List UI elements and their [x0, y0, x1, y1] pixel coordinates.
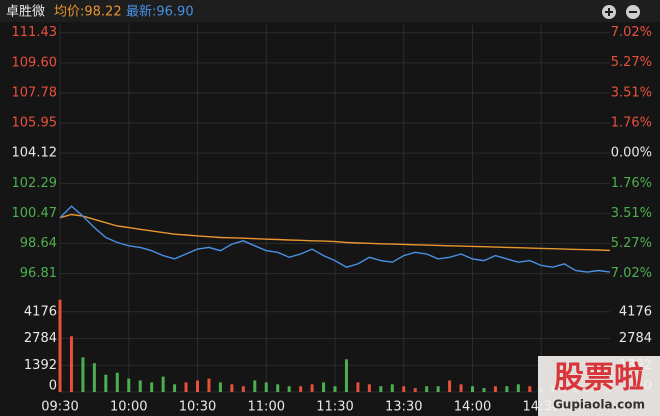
volume-bar: [402, 386, 406, 392]
y-tick-label: 1392: [24, 358, 57, 373]
watermark: 股票啦 Gupiaola.com: [538, 356, 660, 416]
volume-bar: [276, 384, 280, 392]
volume-bar: [425, 386, 429, 392]
y2-tick-label: 4176: [619, 304, 652, 319]
x-tick-label: 10:00: [110, 400, 147, 415]
volume-bar: [253, 380, 257, 392]
volume-bar: [81, 357, 85, 392]
volume-bar: [505, 386, 509, 392]
volume-bar: [448, 380, 452, 392]
y-tick-label: 0: [49, 379, 57, 394]
y-tick-label: 104.12: [12, 146, 58, 161]
volume-bar: [241, 386, 245, 392]
watermark-url: Gupiaola.com: [553, 398, 645, 412]
y2-tick-label: 2784: [619, 331, 652, 346]
stock-name: 卓胜微: [6, 5, 45, 20]
volume-bar: [218, 382, 222, 392]
volume-bar: [413, 388, 417, 392]
y2-tick-label: 1.76%: [611, 176, 652, 191]
volume-bar: [92, 363, 96, 392]
volume-bar: [482, 388, 486, 392]
volume-bar: [390, 384, 394, 392]
volume-bar: [493, 386, 497, 392]
y2-tick-label: 7.02%: [611, 266, 652, 281]
volume-bar: [333, 386, 337, 392]
volume-bar: [127, 378, 131, 392]
volume-bar: [264, 382, 268, 392]
y-tick-label: 105.95: [12, 116, 58, 131]
volume-bar: [184, 382, 188, 392]
volume-bar: [299, 386, 303, 392]
y-tick-label: 98.64: [20, 236, 57, 251]
y2-tick-label: 1.76%: [611, 115, 652, 130]
volume-bar: [459, 384, 463, 392]
price-line: [59, 205, 611, 273]
volume-bar: [196, 380, 199, 392]
volume-bar: [230, 384, 234, 392]
x-tick-label: 11:00: [248, 400, 285, 415]
y-tick-label: 96.81: [20, 266, 57, 281]
x-tick-label: 09:30: [41, 400, 78, 415]
volume-bar: [173, 384, 177, 392]
volume-bar: [344, 359, 348, 392]
header-bar: [0, 0, 660, 22]
volume-bar: [207, 378, 211, 392]
y-tick-label: 100.47: [12, 206, 58, 221]
y-tick-label: 107.78: [12, 85, 58, 100]
y-tick-label: 109.60: [12, 55, 58, 70]
y-tick-label: 111.43: [12, 25, 58, 40]
avg-price: 均价:98.22: [54, 5, 122, 20]
volume-bar: [69, 336, 73, 392]
last-price: 最新:96.90: [126, 4, 194, 20]
volume-bar: [356, 382, 360, 392]
volume-bar: [150, 382, 154, 392]
volume-bar: [322, 382, 326, 392]
y2-tick-label: 7.02%: [611, 25, 652, 40]
plot: 111.43 109.60 107.78 105.95 104.12 102.29 100.…: [12, 25, 652, 415]
volume-bar: [367, 384, 371, 392]
y-tick-label: 4176: [24, 304, 57, 319]
volume-bar: [104, 374, 108, 392]
volume-bar: [287, 386, 291, 392]
volume-bar: [436, 386, 440, 392]
zoom-in[interactable]: [602, 5, 616, 19]
volume-bar: [310, 384, 314, 392]
y-tick-label: 102.29: [12, 176, 58, 191]
zoom-out[interactable]: [626, 5, 640, 19]
price-line: [59, 213, 611, 252]
y2-tick-label: 3.51%: [611, 206, 652, 221]
volume-bar: [379, 386, 383, 392]
x-tick-label: 11:30: [316, 400, 353, 415]
y-tick-label: 2784: [24, 331, 57, 346]
volume-bar: [528, 386, 532, 392]
y2-tick-label: 5.27%: [611, 55, 652, 70]
volume-bar: [138, 380, 142, 392]
volume-bar: [115, 372, 119, 392]
x-tick-label: 13:30: [385, 400, 422, 415]
volume-bar: [58, 299, 62, 392]
y2-tick-label: 0.00%: [611, 146, 652, 161]
y2-tick-label: 5.27%: [611, 236, 652, 251]
volume-bar: [161, 376, 165, 392]
x-tick-label: 10:30: [179, 400, 216, 415]
volume-bar: [471, 386, 474, 392]
volume-bar: [516, 384, 520, 392]
watermark-title: 股票啦: [554, 361, 644, 396]
y2-tick-label: 3.51%: [611, 85, 652, 100]
x-tick-label: 14:00: [454, 400, 491, 415]
